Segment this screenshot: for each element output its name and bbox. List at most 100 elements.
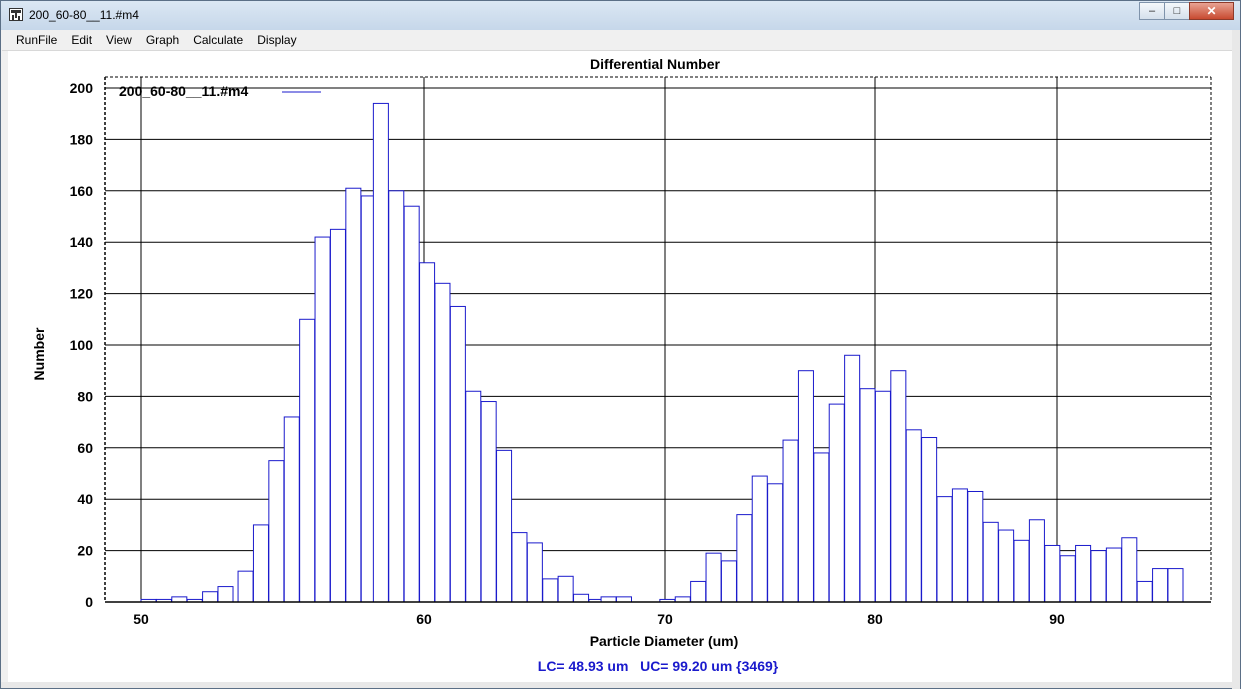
histogram-bar	[1137, 581, 1152, 602]
histogram-bar	[999, 530, 1014, 602]
histogram-bar	[574, 594, 589, 602]
histogram-bar	[218, 587, 233, 602]
y-tick-label: 140	[70, 234, 94, 250]
histogram-bar	[783, 440, 798, 602]
window-frame-bottom	[1, 682, 1240, 688]
y-tick-label: 120	[70, 286, 94, 302]
bar-series	[141, 103, 1183, 602]
title-bar[interactable]: 200_60-80__11.#m4 – □ ✕	[1, 1, 1240, 30]
histogram-bar	[284, 417, 299, 602]
y-tick-label: 20	[77, 543, 93, 559]
menu-calculate[interactable]: Calculate	[186, 30, 250, 50]
histogram-bar	[527, 543, 542, 602]
histogram-bar	[404, 206, 419, 602]
y-tick-label: 100	[70, 337, 94, 353]
histogram-bar	[983, 522, 998, 602]
histogram-bar	[300, 319, 315, 602]
close-button[interactable]: ✕	[1189, 2, 1234, 20]
maximize-button[interactable]: □	[1164, 2, 1190, 20]
histogram-bar	[845, 355, 860, 602]
histogram-bar	[389, 191, 404, 602]
y-tick-label: 40	[77, 491, 93, 507]
histogram-bar	[814, 453, 829, 602]
histogram-bar	[752, 476, 767, 602]
histogram-bar	[497, 450, 512, 602]
histogram-bar	[315, 237, 330, 602]
histogram-bar	[203, 592, 218, 602]
histogram-bar	[891, 371, 906, 602]
window-controls: – □ ✕	[1140, 2, 1234, 20]
histogram-bar	[435, 283, 450, 602]
y-tick-label: 0	[85, 594, 93, 610]
histogram-bar	[269, 461, 284, 602]
histogram-bar	[1014, 540, 1029, 602]
histogram-bar	[937, 497, 952, 602]
histogram-bar	[1122, 538, 1137, 602]
histogram-bar	[1045, 545, 1060, 602]
histogram-bar	[875, 391, 890, 602]
histogram-bar	[1153, 569, 1168, 602]
window-frame-right	[1232, 30, 1240, 689]
histogram-bar	[420, 263, 435, 602]
histogram-bar	[922, 438, 937, 602]
histogram-bar	[829, 404, 844, 602]
chart-title: Differential Number	[590, 56, 720, 72]
histogram-bar	[768, 484, 783, 602]
minimize-button[interactable]: –	[1139, 2, 1165, 20]
histogram-bar	[906, 430, 921, 602]
histogram-bar	[543, 579, 558, 602]
x-tick-label: 50	[133, 611, 149, 627]
y-tick-label: 200	[70, 80, 94, 96]
x-tick-label: 80	[867, 611, 883, 627]
histogram-bar	[450, 306, 465, 602]
histogram-bar	[512, 533, 527, 602]
menu-view[interactable]: View	[99, 30, 139, 50]
histogram-bar	[1060, 556, 1075, 602]
y-tick-label: 180	[70, 131, 94, 147]
histogram-bar	[466, 391, 481, 602]
menu-graph[interactable]: Graph	[139, 30, 186, 50]
histogram-bar	[238, 571, 253, 602]
histogram-bar	[1029, 520, 1044, 602]
histogram-bar	[798, 371, 813, 602]
x-tick-label: 70	[657, 611, 673, 627]
histogram-bar	[721, 561, 736, 602]
histogram-bar	[481, 402, 496, 602]
footer-limits: LC= 48.93 um UC= 99.20 um {3469}	[538, 658, 779, 674]
x-tick-label: 90	[1049, 611, 1065, 627]
histogram-bar	[558, 576, 573, 602]
histogram-bar	[346, 188, 361, 602]
histogram-bar	[1076, 545, 1091, 602]
histogram-bar	[616, 597, 631, 602]
histogram-bar	[691, 581, 706, 602]
histogram-bar	[373, 103, 388, 602]
window-title: 200_60-80__11.#m4	[29, 8, 139, 22]
menu-display[interactable]: Display	[250, 30, 303, 50]
histogram-bar	[706, 553, 721, 602]
histogram-bar	[1168, 569, 1183, 602]
x-axis-label: Particle Diameter (um)	[590, 633, 739, 649]
histogram-chart[interactable]: Differential Number 0 20 40 60 80 100 120 140 16…	[8, 51, 1234, 683]
histogram-bar	[952, 489, 967, 602]
histogram-bar	[737, 515, 752, 602]
y-axis-label: Number	[31, 327, 47, 380]
histogram-bar	[253, 525, 268, 602]
y-tick-label: 80	[77, 388, 93, 404]
histogram-bar	[968, 491, 983, 602]
menu-bar: RunFile Edit View Graph Calculate Displa…	[2, 30, 1233, 51]
plot-area: Differential Number 0 20 40 60 80 100 120 140 16…	[8, 51, 1234, 683]
histogram-bar	[1091, 551, 1106, 602]
y-tick-label: 160	[70, 183, 94, 199]
histogram-bar	[860, 389, 875, 602]
histogram-bar	[601, 597, 616, 602]
menu-edit[interactable]: Edit	[64, 30, 99, 50]
histogram-bar	[172, 597, 187, 602]
app-icon[interactable]	[9, 8, 23, 21]
x-tick-label: 60	[416, 611, 432, 627]
y-tick-label: 60	[77, 440, 93, 456]
histogram-bar	[330, 229, 345, 602]
legend-label: 200_60-80__11.#m4	[119, 83, 248, 99]
menu-runfile[interactable]: RunFile	[2, 30, 64, 50]
histogram-bar	[675, 597, 690, 602]
